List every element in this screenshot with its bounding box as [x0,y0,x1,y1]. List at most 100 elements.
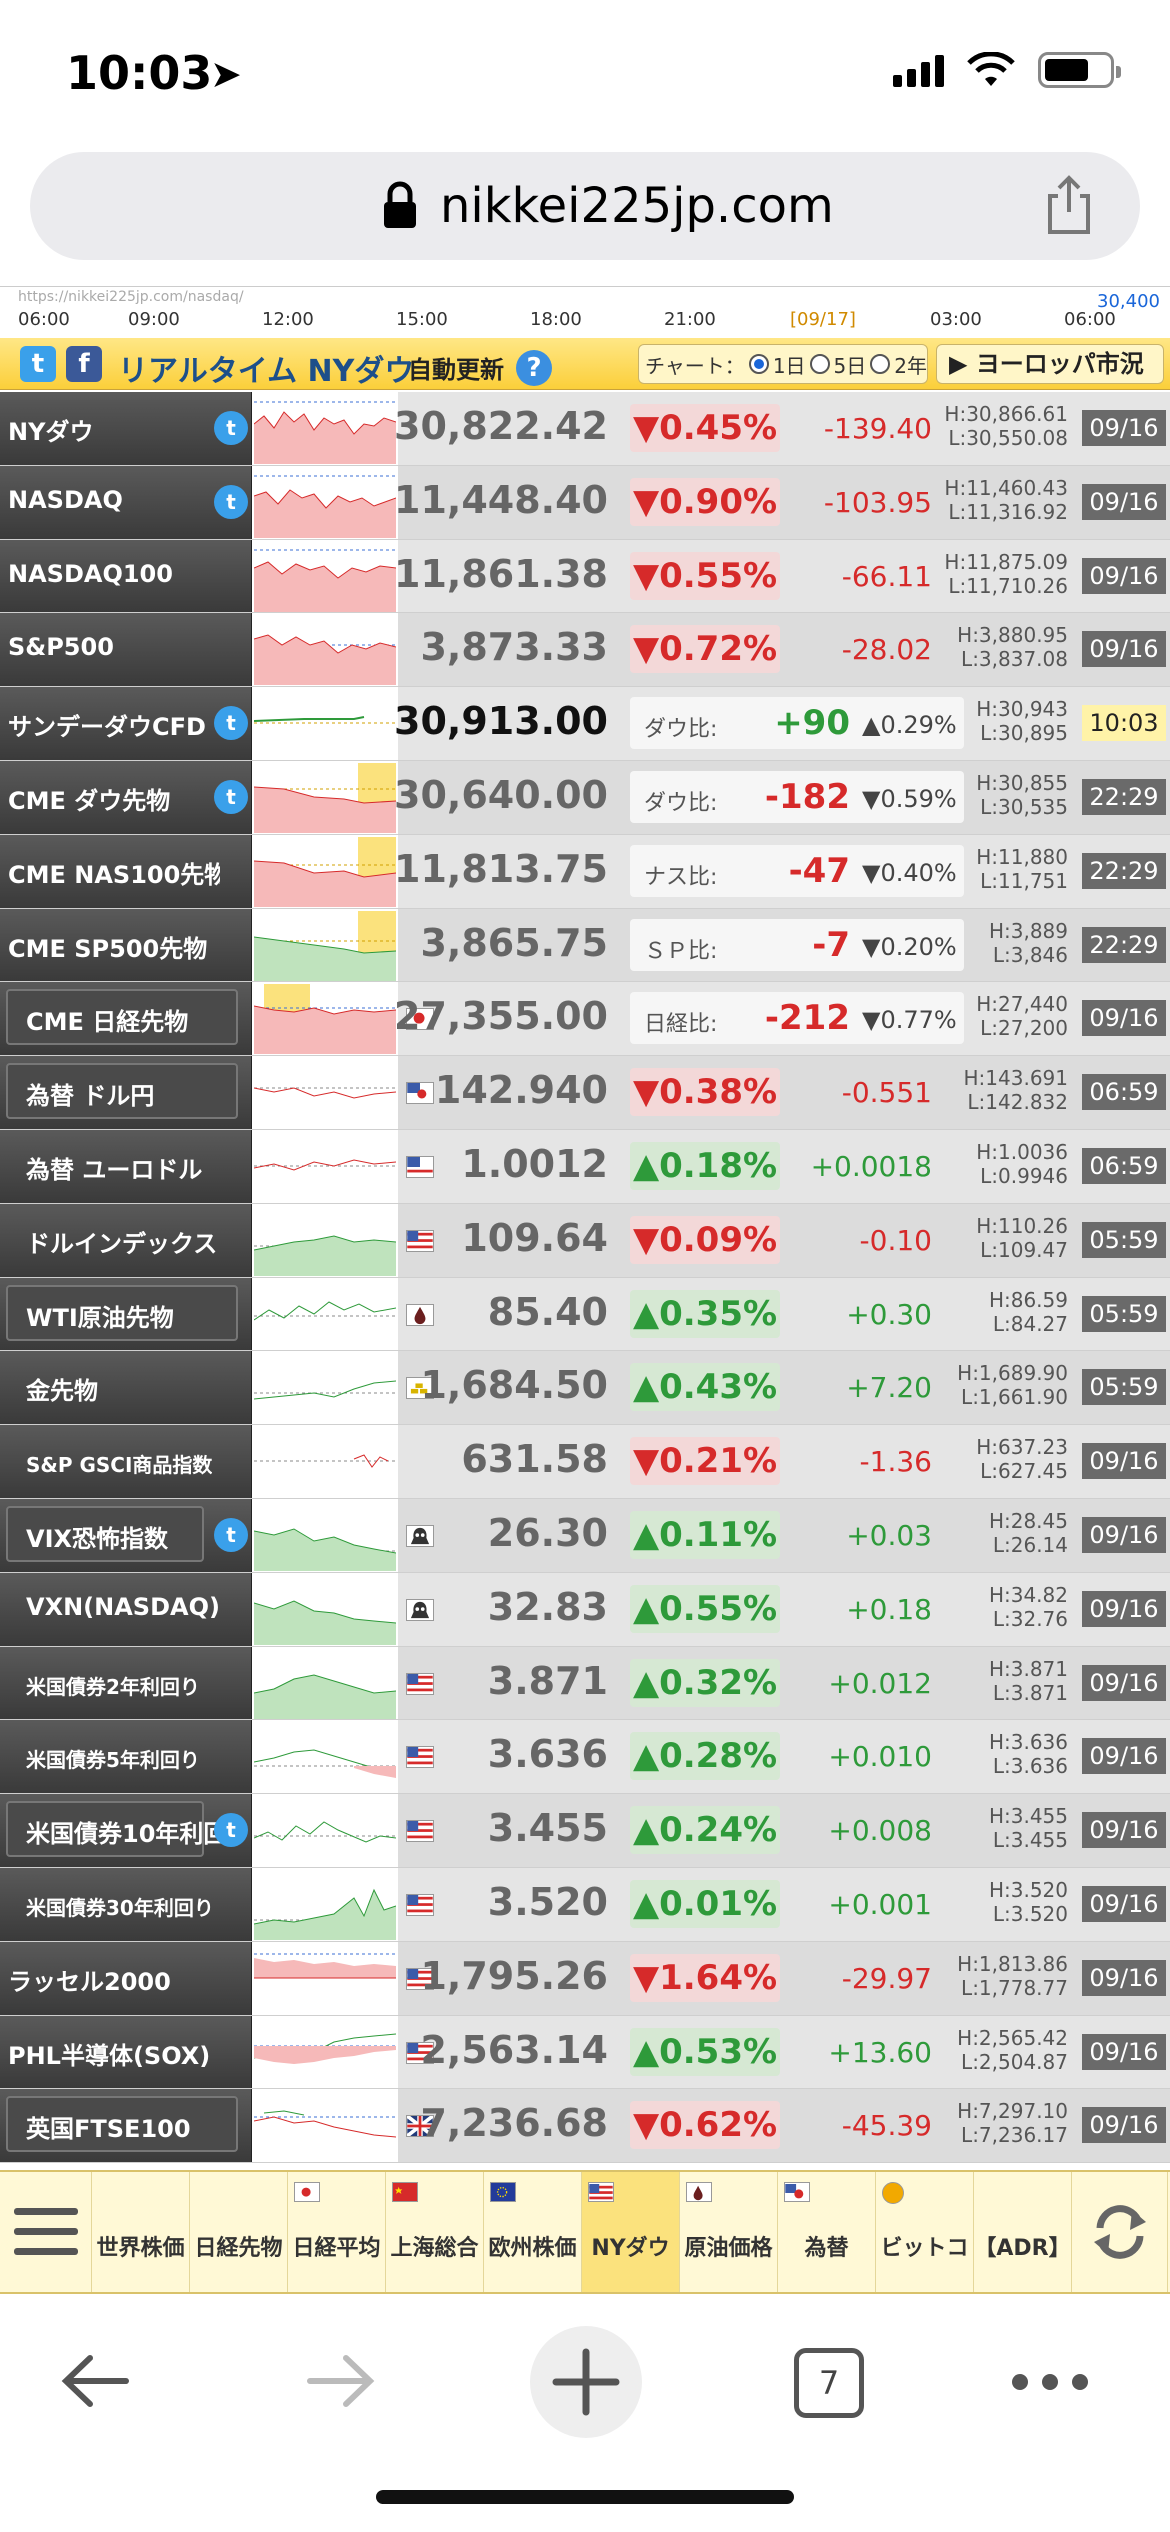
table-row[interactable]: VIX恐怖指数 t 26.30 ▲0.11% +0.03 H:28.45 L:26.… [0,1498,1170,1573]
more-dots-icon[interactable] [1008,2370,1092,2394]
sparkline-chart[interactable] [254,689,396,760]
sparkline-chart[interactable] [254,984,396,1055]
sparkline-chart[interactable] [254,1574,396,1645]
nav-label[interactable]: 為替 [804,2236,849,2261]
twitter-icon[interactable]: t [214,1813,248,1848]
nav-label[interactable]: 日経先物 [194,2236,283,2261]
twitter-icon[interactable]: t [214,484,248,519]
nav-world-stocks[interactable]: 世界株価 [92,2172,190,2292]
nav-label[interactable]: ビットコ [880,2236,969,2261]
nav-nikkei-average[interactable]: 日経平均 [288,2172,386,2292]
row-name[interactable]: NYダウ [8,418,94,446]
url-text[interactable]: nikkei225jp.com [440,178,834,234]
row-name[interactable]: 米国債券10年利回 [26,1820,228,1849]
nav-bitcoin[interactable]: ビットコ [876,2172,974,2292]
europe-market-label[interactable]: ヨーロッパ市況 [975,350,1144,378]
nav-fx[interactable]: 為替 [778,2172,876,2292]
twitter-icon[interactable]: t [214,1517,248,1552]
nav-shanghai[interactable]: 上海総合 [386,2172,484,2292]
nav-label[interactable]: 原油価格 [684,2236,773,2261]
row-name[interactable]: サンデーダウCFD [8,713,206,742]
range-2y-radio[interactable] [870,354,891,374]
table-row[interactable]: 為替 ドル円 142.940 ▼0.38% -0.551 H:143.691 L:… [0,1056,1170,1130]
sparkline-chart[interactable] [254,1869,396,1940]
table-row[interactable]: CME NAS100先物 11,813.75 ナス比: -47 ▼0.40% H… [0,834,1170,909]
table-row[interactable]: S&P500 3,873.33 ▼0.72% -28.02 H:3,880.95… [0,613,1170,688]
table-row[interactable]: 金先物 1,684.50 ▲0.43% +7.20 H:1,689.90 L:1,… [0,1351,1170,1426]
row-name[interactable]: VXN(NASDAQ) [26,1592,220,1621]
address-bar[interactable]: nikkei225jp.com [30,152,1140,260]
table-row[interactable]: NASDAQ100 11,861.38 ▼0.55% -66.11 H:11,8… [0,539,1170,614]
forward-arrow-icon[interactable] [300,2346,380,2416]
sparkline-chart[interactable] [254,1796,396,1867]
table-row[interactable]: NYダウ t 30,822.42 ▼0.45% -139.40 H:30,866.… [0,392,1170,466]
table-row[interactable]: サンデーダウCFD t 30,913.00 ダウ比: +90 ▲0.29% H:3… [0,687,1170,761]
row-name[interactable]: 米国債券30年利回り [26,1895,214,1920]
twitter-icon[interactable]: t [214,779,248,814]
row-name[interactable]: ラッセル2000 [8,1967,171,1996]
table-row[interactable]: 米国債券30年利回り 3.520 ▲0.01% +0.001 H:3.520 L:… [0,1867,1170,1942]
row-name[interactable]: 為替 ドル円 [26,1082,155,1111]
back-arrow-icon[interactable] [56,2346,136,2416]
tabs-button[interactable]: 7 [794,2348,864,2418]
nav-oil[interactable]: 原油価格 [680,2172,778,2292]
table-row[interactable]: S&P GSCI商品指数 631.58 ▼0.21% -1.36 H:637.2… [0,1425,1170,1499]
table-row[interactable]: ラッセル2000 1,795.26 ▼1.64% -29.97 H:1,813.… [0,1941,1170,2016]
sparkline-chart[interactable] [254,1353,396,1424]
table-row[interactable]: PHL半導体(SOX) 2,563.14 ▲0.53% +13.60 H:2,5… [0,2015,1170,2090]
table-row[interactable]: ドルインデックス 109.64 ▼0.09% -0.10 H:110.26 L:1… [0,1203,1170,1278]
nav-label[interactable]: NYダウ [591,2236,670,2261]
sparkline-chart[interactable] [254,394,396,464]
row-name[interactable]: VIX恐怖指数 [26,1524,169,1553]
row-name[interactable]: CME NAS100先物 [8,860,220,889]
menu-icon[interactable] [0,2172,92,2292]
nav-label[interactable]: 世界株価 [96,2236,185,2261]
row-name[interactable]: 米国債券2年利回り [26,1674,200,1699]
europe-market-button[interactable]: ▶ ヨーロッパ市況 [936,344,1164,384]
twitter-icon[interactable]: t [214,411,248,445]
nav-nikkei-futures[interactable]: 日経先物 [190,2172,288,2292]
range-5d-radio[interactable] [809,354,830,374]
twitter-icon[interactable]: t [20,346,56,382]
table-row[interactable]: CME 日経先物 27,355.00 日経比: -212 ▼0.77% H:27… [0,982,1170,1057]
refresh-icon[interactable] [1072,2172,1168,2292]
help-icon[interactable]: ? [516,350,552,386]
sparkline-chart[interactable] [254,1279,396,1350]
row-name[interactable]: 英国FTSE100 [26,2115,191,2144]
table-row[interactable]: WTI原油先物 85.40 ▲0.35% +0.30 H:86.59 L:84.2… [0,1277,1170,1352]
sparkline-chart[interactable] [254,1427,396,1498]
nav-adr[interactable]: 【ADR】 [974,2172,1072,2292]
row-name[interactable]: CME SP500先物 [8,934,208,963]
sparkline-chart[interactable] [254,1648,396,1719]
table-row[interactable]: 米国債券5年利回り 3.636 ▲0.28% +0.010 H:3.636 L:3… [0,1720,1170,1795]
sparkline-chart[interactable] [254,1500,396,1571]
range-2y-label[interactable]: 2年 [894,353,928,378]
nav-label[interactable]: 欧州株価 [488,2236,577,2261]
row-name[interactable]: S&P GSCI商品指数 [26,1453,213,1478]
table-row[interactable]: 米国債券2年利回り 3.871 ▲0.32% +0.012 H:3.871 L:3… [0,1646,1170,1721]
table-row[interactable]: 英国FTSE100 7,236.68 ▼0.62% -45.39 H:7,297… [0,2089,1170,2164]
row-name[interactable]: NASDAQ [8,485,123,514]
table-row[interactable]: 米国債券10年利回 t 3.455 ▲0.24% +0.008 H:3.455 L:… [0,1794,1170,1868]
table-row[interactable]: VXN(NASDAQ) 32.83 ▲0.55% +0.18 H:34.82 L:… [0,1572,1170,1647]
nav-label[interactable]: 【ADR】 [974,2236,1071,2261]
table-row[interactable]: CME SP500先物 3,865.75 ＳＰ比: -7 ▼0.20% H:3,… [0,908,1170,983]
table-row[interactable]: NASDAQ t 11,448.40 ▼0.90% -103.95 H:11,46… [0,465,1170,540]
sparkline-chart[interactable] [254,2017,396,2088]
nav-label[interactable]: 日経平均 [292,2236,381,2261]
row-name[interactable]: S&P500 [8,633,114,662]
sparkline-chart[interactable] [254,1058,396,1129]
range-1d-radio[interactable] [748,354,769,374]
nav-ny-dow[interactable]: NYダウ [582,2172,680,2292]
range-1d-label[interactable]: 1日 [772,353,806,378]
row-name[interactable]: WTI原油先物 [26,1303,174,1332]
row-name[interactable]: 金先物 [26,1377,98,1406]
sparkline-chart[interactable] [254,2091,396,2162]
share-icon[interactable] [1042,174,1096,236]
row-name[interactable]: 米国債券5年利回り [26,1748,200,1773]
sparkline-chart[interactable] [254,467,396,538]
sparkline-chart[interactable] [254,615,396,686]
sparkline-chart[interactable] [254,762,396,833]
row-name[interactable]: PHL半導体(SOX) [8,2041,211,2070]
sparkline-chart[interactable] [254,541,396,612]
